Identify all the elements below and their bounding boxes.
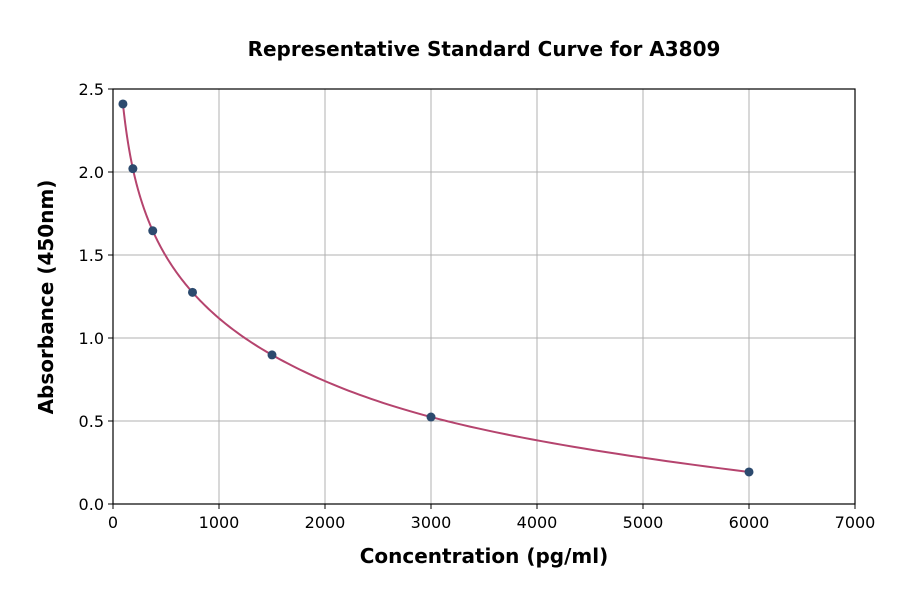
plot-frame	[112, 88, 856, 505]
y-tick-label: 1.0	[79, 329, 104, 348]
chart-title: Representative Standard Curve for A3809	[248, 37, 721, 61]
y-tick-label: 0.0	[79, 495, 104, 514]
x-tick-label: 7000	[835, 513, 876, 532]
y-tick-label: 2.5	[79, 80, 104, 99]
y-tick-label: 1.5	[79, 246, 104, 265]
y-axis-ticks: 0.0 0.5 1.0 1.5 2.0 2.5	[79, 80, 113, 514]
y-tick-label: 0.5	[79, 412, 104, 431]
x-tick-label: 6000	[729, 513, 770, 532]
x-tick-label: 4000	[517, 513, 558, 532]
data-point	[118, 99, 128, 109]
x-axis-ticks: 0 1000 2000 3000 4000 5000 6000 7000	[108, 504, 875, 532]
y-tick-label: 2.0	[79, 163, 104, 182]
data-points	[118, 99, 754, 477]
fit-curve-layer	[121, 103, 750, 473]
x-tick-label: 5000	[623, 513, 664, 532]
data-point	[128, 164, 138, 174]
x-tick-label: 0	[108, 513, 118, 532]
data-point	[148, 226, 158, 236]
x-tick-label: 3000	[411, 513, 452, 532]
x-tick-label: 2000	[305, 513, 346, 532]
data-point	[744, 467, 754, 477]
fit-curve	[121, 103, 750, 473]
data-point	[188, 287, 197, 297]
y-axis-label: Absorbance (450nm)	[34, 180, 58, 415]
x-tick-label: 1000	[199, 513, 240, 532]
data-point	[426, 412, 436, 422]
data-point	[267, 350, 277, 360]
grid	[112, 88, 856, 505]
x-axis-label: Concentration (pg/ml)	[360, 544, 609, 568]
